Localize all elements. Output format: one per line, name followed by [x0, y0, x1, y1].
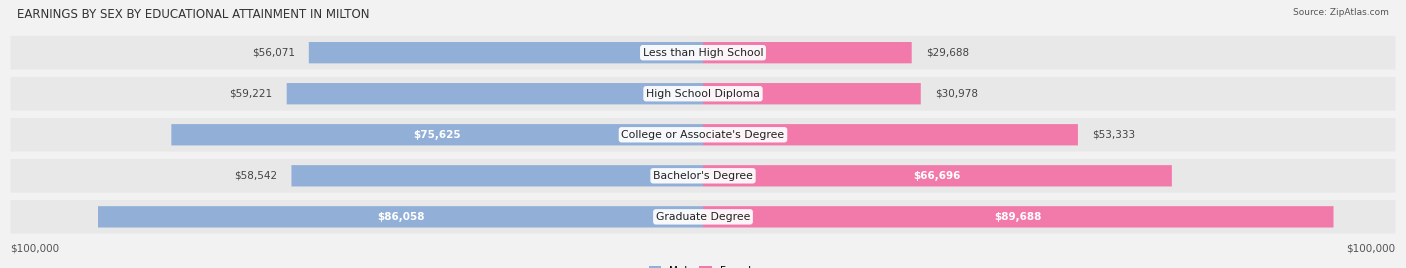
FancyBboxPatch shape — [309, 42, 703, 63]
FancyBboxPatch shape — [10, 200, 1395, 234]
FancyBboxPatch shape — [703, 206, 1333, 228]
Text: Source: ZipAtlas.com: Source: ZipAtlas.com — [1294, 8, 1389, 17]
Text: Graduate Degree: Graduate Degree — [655, 212, 751, 222]
Text: $30,978: $30,978 — [935, 89, 977, 99]
Legend: Male, Female: Male, Female — [644, 262, 762, 268]
Text: $75,625: $75,625 — [413, 130, 461, 140]
FancyBboxPatch shape — [703, 124, 1078, 146]
Text: $58,542: $58,542 — [235, 171, 277, 181]
FancyBboxPatch shape — [703, 42, 911, 63]
FancyBboxPatch shape — [10, 36, 1395, 69]
FancyBboxPatch shape — [172, 124, 703, 146]
Text: $86,058: $86,058 — [377, 212, 425, 222]
Text: $53,333: $53,333 — [1092, 130, 1135, 140]
Text: High School Diploma: High School Diploma — [647, 89, 759, 99]
Text: EARNINGS BY SEX BY EDUCATIONAL ATTAINMENT IN MILTON: EARNINGS BY SEX BY EDUCATIONAL ATTAINMEN… — [17, 8, 370, 21]
FancyBboxPatch shape — [10, 77, 1395, 110]
FancyBboxPatch shape — [287, 83, 703, 105]
Text: $59,221: $59,221 — [229, 89, 273, 99]
Text: Bachelor's Degree: Bachelor's Degree — [652, 171, 754, 181]
Text: $66,696: $66,696 — [914, 171, 962, 181]
Text: College or Associate's Degree: College or Associate's Degree — [621, 130, 785, 140]
FancyBboxPatch shape — [10, 118, 1395, 152]
Text: $56,071: $56,071 — [252, 48, 295, 58]
Text: Less than High School: Less than High School — [643, 48, 763, 58]
Text: $100,000: $100,000 — [1347, 244, 1395, 254]
FancyBboxPatch shape — [291, 165, 703, 187]
Text: $100,000: $100,000 — [10, 244, 59, 254]
Text: $89,688: $89,688 — [994, 212, 1042, 222]
Text: $29,688: $29,688 — [925, 48, 969, 58]
FancyBboxPatch shape — [10, 159, 1395, 193]
FancyBboxPatch shape — [703, 165, 1171, 187]
FancyBboxPatch shape — [98, 206, 703, 228]
FancyBboxPatch shape — [703, 83, 921, 105]
